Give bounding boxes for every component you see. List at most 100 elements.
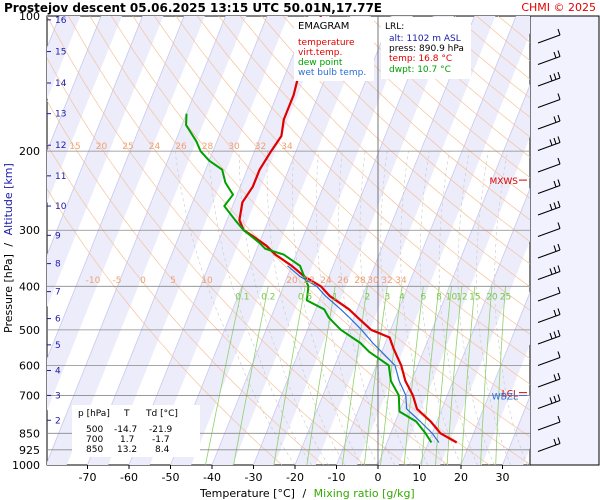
wind-barb-flag (553, 137, 557, 145)
dry-adiabat (175, 16, 530, 360)
wind-barb-shaft (537, 227, 561, 238)
series-temperature (238, 16, 458, 444)
wind-barb-flag (553, 266, 557, 274)
altitude-label: 11 (55, 172, 66, 182)
wind-barb (537, 415, 561, 431)
table-cell: -1.7 (152, 435, 170, 445)
altitude-label: 7 (55, 288, 61, 298)
copyright: CHMI © 2025 (521, 1, 596, 14)
altitude-label: 8 (55, 260, 61, 270)
table-cell: 1.7 (120, 435, 134, 445)
background-grid (47, 16, 530, 465)
station-temp: temp: 16.8 °C (389, 54, 452, 64)
mixing-ratio-label: 10 (446, 292, 458, 302)
mixing-ratio-label: 0.2 (261, 292, 275, 302)
isotherm-line (47, 16, 143, 257)
dry-adiabat-label: 24 (320, 276, 332, 286)
mixing-ratio-label: 3 (384, 292, 390, 302)
table-cell: -14.7 (114, 425, 137, 435)
mixing-ratio-label: 12 (456, 292, 467, 302)
dry-adiabat-label: 28 (202, 142, 214, 152)
station-info-box: LRL: alt: 1102 m ASL press: 890.9 hPa te… (381, 17, 471, 79)
summary-table: p [hPa] T Td [°C] 500 -14.7 -21.9 700 1.… (72, 405, 200, 457)
mixing-ratio-label: 0.5 (298, 292, 312, 302)
x-tick-label: 0 (375, 471, 382, 484)
dry-adiabat (304, 16, 530, 221)
isotherm-line (47, 16, 226, 464)
isotherm-line (211, 16, 392, 465)
x-tick-label: -50 (162, 471, 180, 484)
wind-barb-flag (553, 309, 557, 317)
dry-adiabat-label: 30 (228, 142, 240, 152)
table-header-td: Td [°C] (145, 409, 178, 419)
wind-panel (529, 15, 600, 466)
marker-label-mxws: MXWS (489, 177, 518, 187)
wind-barb (537, 93, 561, 109)
sounding-series (185, 16, 458, 444)
x-tick-label: 20 (454, 471, 468, 484)
wind-barb-flag (557, 114, 561, 122)
wind-barb-flag (553, 51, 557, 59)
wind-barb-flag (549, 203, 553, 211)
legend-item-wet-bulb: wet bulb temp. (298, 68, 366, 78)
isotherm-line (419, 187, 530, 465)
wind-barb (537, 351, 561, 367)
wind-barb-flag (553, 438, 557, 446)
wind-barb (537, 372, 561, 388)
wind-barb-flag (557, 329, 561, 337)
dry-adiabat (154, 16, 530, 385)
wind-barb-shaft (537, 421, 561, 431)
dry-adiabat-label: 24 (149, 142, 161, 152)
dry-adiabat-label: 5 (170, 276, 176, 286)
wind-barb (537, 394, 561, 410)
altitude-label: 3 (55, 391, 61, 401)
legend: EMAGRAM temperature virt.temp. dew point… (294, 17, 374, 81)
x-tick-label: 30 (496, 471, 510, 484)
dry-adiabat-label: 22 (303, 276, 314, 286)
dry-adiabat-label: -5 (113, 276, 122, 286)
series-wet-bulb-temp- (287, 265, 440, 443)
dry-adiabat-label: 28 (354, 276, 366, 286)
isotherm-band (212, 16, 413, 465)
station-heading: LRL: (385, 22, 404, 32)
wind-barb (537, 136, 561, 152)
moist-adiabat (338, 151, 395, 465)
isotherm-band (47, 16, 205, 411)
wind-barb-flag (557, 394, 561, 401)
y-tick-label: 200 (19, 145, 40, 158)
legend-item-temperature: temperature (298, 38, 355, 48)
wind-barb (537, 200, 561, 216)
table-header-t: T (123, 409, 130, 419)
wind-barb-flag (553, 374, 557, 381)
x-axis-label-separator: / (302, 487, 306, 500)
x-axis-label-mixing: Mixing ratio [g/kg] (314, 487, 415, 500)
y-tick-label: 400 (19, 280, 40, 293)
dry-adiabat-label: 25 (122, 142, 133, 152)
wind-barb-flag (557, 243, 561, 251)
mixing-ratio-label: 20 (486, 292, 498, 302)
wind-barb-flag (553, 73, 557, 80)
wind-barb-shaft (537, 356, 561, 367)
x-tick-label: -20 (286, 471, 304, 484)
station-dwpt: dwpt: 10.7 °C (389, 65, 451, 75)
wind-barb-flag (557, 71, 561, 79)
legend-item-virt-temp: virt.temp. (298, 48, 342, 58)
altitude-label: 10 (55, 202, 67, 212)
y-tick-label: 925 (19, 444, 40, 457)
y-tick-label: 500 (19, 324, 40, 337)
x-tick-label: -70 (79, 471, 97, 484)
wind-barb (537, 222, 561, 238)
y-tick-label: 850 (19, 427, 40, 440)
isotherm-band (47, 16, 247, 465)
wind-barb-flag (553, 245, 557, 252)
dry-adiabat-label: 0 (140, 276, 146, 286)
marker-label-wbzl: WBZL (492, 392, 518, 402)
dry-adiabat-label: 20 (96, 142, 108, 152)
x-tick-label: -40 (203, 471, 221, 484)
x-tick-label: 10 (413, 471, 427, 484)
table-cell: 850 (86, 445, 103, 455)
moist-adiabat (315, 151, 379, 465)
dry-adiabat-label: -10 (86, 276, 101, 286)
